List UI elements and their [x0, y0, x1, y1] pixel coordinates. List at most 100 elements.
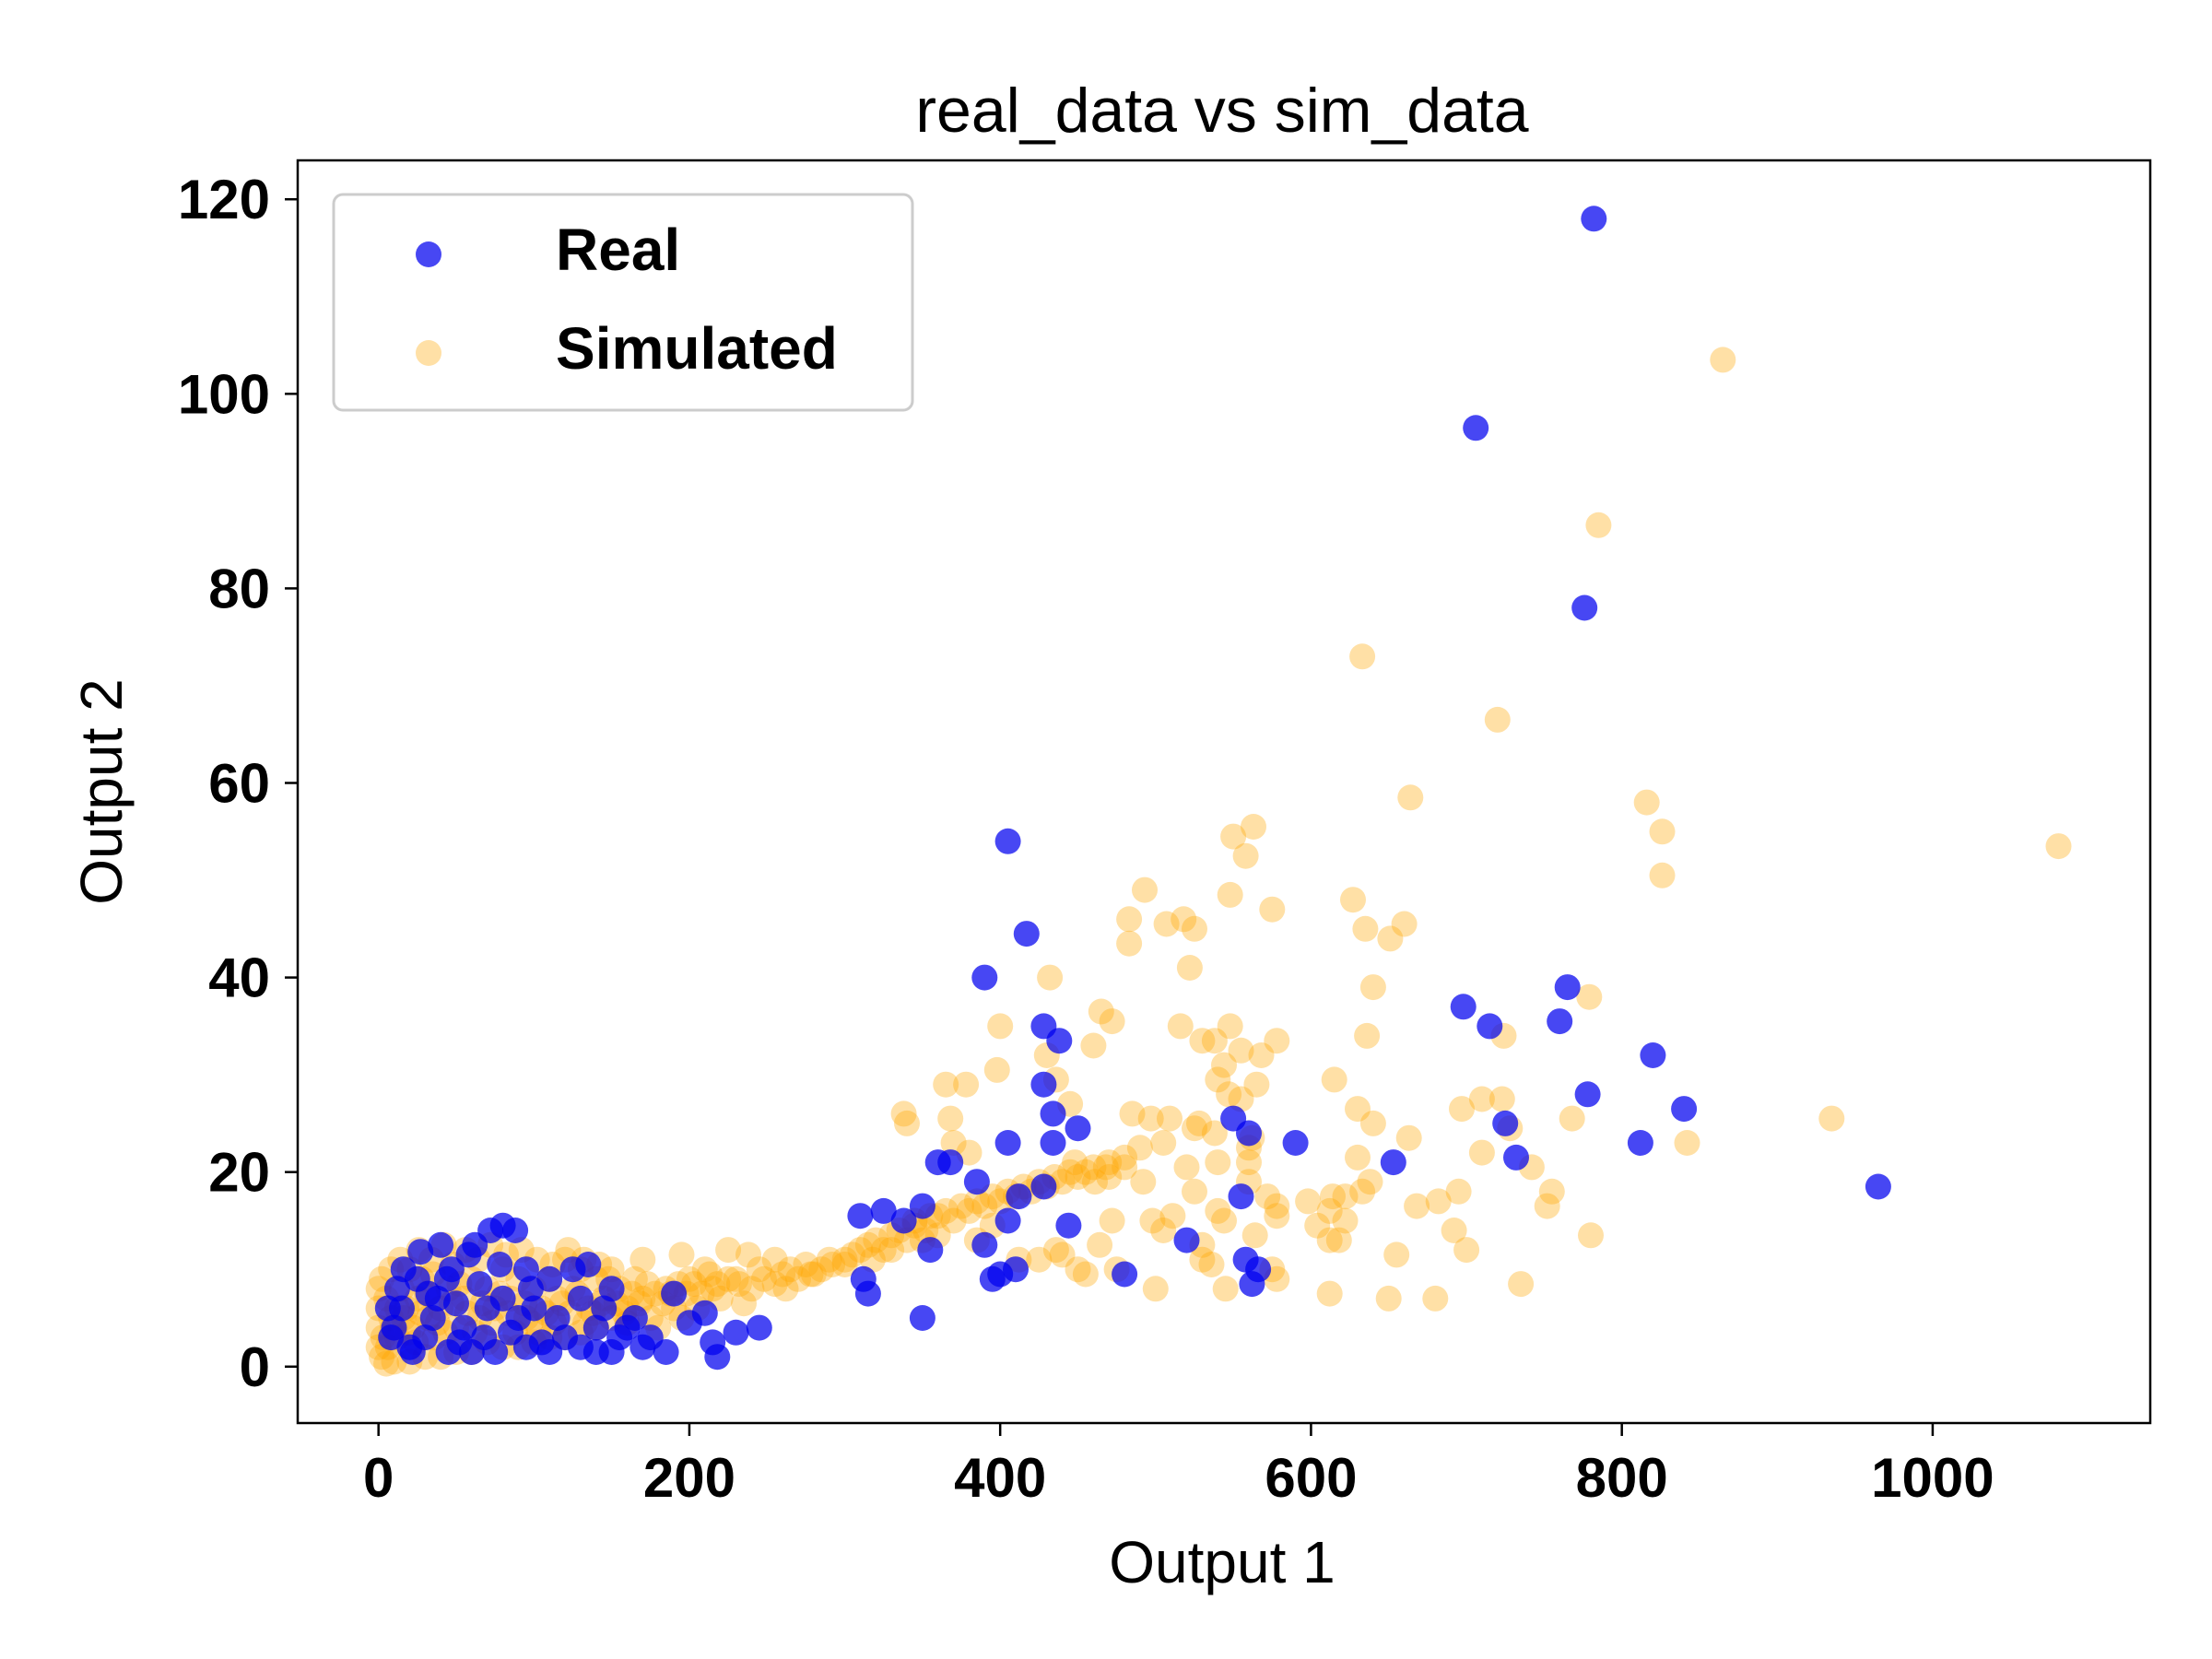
simulated-point — [808, 1256, 835, 1283]
simulated-point — [1649, 818, 1676, 845]
simulated-point — [629, 1246, 656, 1273]
real-point — [489, 1285, 516, 1312]
real-point — [1671, 1096, 1698, 1123]
simulated-point — [369, 1344, 395, 1371]
simulated-point — [700, 1276, 726, 1302]
simulated-point — [1332, 1207, 1359, 1234]
real-point — [443, 1290, 469, 1317]
simulated-point — [1205, 1066, 1231, 1093]
simulated-point — [508, 1237, 535, 1264]
real-point — [1055, 1212, 1082, 1239]
x-tick-label: 1000 — [1871, 1447, 1994, 1509]
simulated-point — [1049, 1241, 1076, 1268]
simulated-point — [785, 1265, 811, 1292]
simulated-point — [948, 1193, 974, 1219]
simulated-point — [691, 1256, 718, 1283]
real-point — [909, 1305, 935, 1331]
real-point — [374, 1295, 401, 1322]
simulated-point — [1359, 1110, 1386, 1136]
real-point — [854, 1280, 881, 1307]
simulated-point — [1176, 955, 1203, 981]
real-point — [407, 1239, 434, 1265]
simulated-point — [1559, 1105, 1585, 1132]
simulated-point — [1173, 1154, 1200, 1181]
simulated-point — [1425, 1188, 1452, 1215]
simulated-point — [1508, 1271, 1535, 1298]
simulated-point — [890, 1100, 917, 1127]
simulated-point — [854, 1231, 881, 1258]
legend: Real Simulated — [332, 193, 914, 412]
real-point — [1040, 1100, 1066, 1127]
simulated-point — [1087, 1231, 1113, 1258]
simulated-point — [1116, 930, 1143, 957]
real-point — [419, 1305, 446, 1331]
simulated-point — [1182, 1115, 1207, 1142]
real-point — [606, 1324, 633, 1351]
simulated-point — [1243, 1071, 1270, 1098]
real-point — [466, 1271, 493, 1298]
simulated-point — [641, 1280, 668, 1307]
simulated-point — [1182, 1178, 1207, 1205]
simulated-point — [1119, 1100, 1146, 1127]
real-point — [1040, 1130, 1066, 1156]
simulated-point — [1198, 1252, 1225, 1277]
simulated-point — [725, 1271, 752, 1298]
simulated-point — [1057, 1159, 1084, 1185]
real-point — [415, 1280, 441, 1307]
simulated-point — [1534, 1193, 1560, 1219]
real-point — [521, 1295, 547, 1322]
simulated-point — [1150, 1218, 1177, 1243]
simulated-point — [1211, 1052, 1237, 1078]
real-point — [1477, 1013, 1503, 1040]
simulated-point — [1065, 1164, 1091, 1190]
simulated-point — [894, 1227, 920, 1253]
simulated-point — [1674, 1130, 1700, 1156]
real-point — [1574, 1081, 1601, 1108]
simulated-point — [618, 1280, 645, 1307]
simulated-point — [793, 1252, 819, 1277]
real-point — [723, 1319, 749, 1346]
real-point — [552, 1324, 578, 1351]
simulated-point — [1082, 1169, 1108, 1195]
y-axis-ticks: 0 20 40 60 80 100 120 — [178, 169, 298, 1398]
simulated-point — [912, 1218, 939, 1243]
simulated-point — [704, 1271, 731, 1298]
real-point — [1030, 1071, 1057, 1098]
simulated-point — [1080, 1154, 1107, 1181]
simulated-point — [688, 1280, 715, 1307]
real-point — [1571, 594, 1598, 621]
simulated-point — [1397, 784, 1424, 811]
simulated-point — [598, 1256, 625, 1283]
simulated-point — [1142, 1276, 1169, 1302]
simulated-point — [1217, 881, 1243, 908]
real-point — [1112, 1261, 1138, 1288]
simulated-point — [1042, 1237, 1069, 1264]
real-point — [1554, 974, 1581, 1001]
real-point — [1380, 1149, 1406, 1176]
simulated-point — [365, 1276, 392, 1302]
real-point — [455, 1241, 482, 1268]
y-tick-label: 40 — [208, 947, 270, 1009]
simulated-point — [800, 1261, 827, 1288]
simulated-point — [1578, 1222, 1604, 1249]
simulated-point — [731, 1290, 757, 1317]
real-point — [1503, 1144, 1529, 1171]
simulated-point — [1345, 1096, 1371, 1123]
real-point — [378, 1324, 405, 1351]
simulated-point — [2045, 833, 2072, 860]
simulated-point — [1232, 842, 1259, 869]
simulated-point — [770, 1261, 796, 1288]
simulated-point — [1404, 1193, 1430, 1219]
simulated-point — [1395, 1124, 1422, 1151]
legend-simulated-marker — [416, 340, 441, 366]
real-point — [512, 1256, 539, 1283]
simulated-point — [621, 1265, 648, 1292]
simulated-point — [870, 1237, 897, 1264]
real-point — [498, 1319, 524, 1346]
simulated-point — [1449, 1096, 1475, 1123]
simulated-point — [1264, 1203, 1290, 1230]
simulated-point — [1080, 1032, 1107, 1059]
simulated-point — [1649, 862, 1676, 888]
